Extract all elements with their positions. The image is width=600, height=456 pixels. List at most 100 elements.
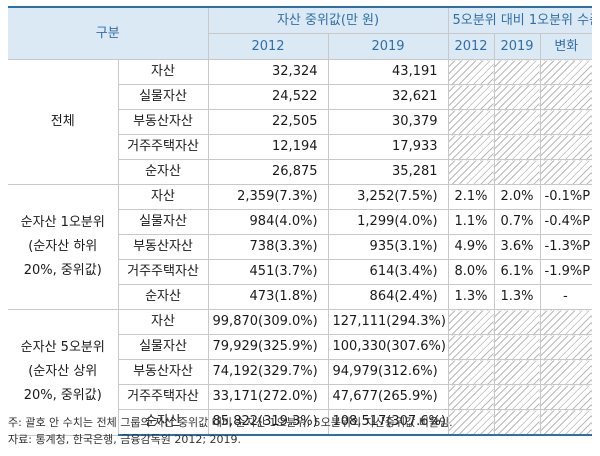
table-row: 부동산자산 738(3.3%) 935(3.1%) 4.9% 3.6% -1.3… [8,234,593,260]
ratio-2019: 0.7% [493,209,541,235]
category-cell: 부동산자산 [118,359,209,385]
table-row: 거주주택자산 33,171(272.0%) 47,677(265.9%) [8,384,593,410]
category-cell: 실물자산 [118,334,209,360]
hatched-cell [539,409,593,436]
hatched-cell [447,409,495,436]
group-label: 전체 [8,59,119,185]
hatched-cell [539,59,593,85]
hatched-cell [493,109,541,135]
value-2019: 100,330(307.6%) [327,334,449,360]
value-2012: 99,870(309.0%) [207,309,329,335]
table-row: 전체 자산 32,324 43,191 [8,59,593,185]
group-quintile-5: 순자산 5오분위 (순자산 상위 20%, 중위값) 자산 99,870(309… [8,309,593,436]
table-row: 순자산 5오분위 (순자산 상위 20%, 중위값) 자산 99,870(309… [8,309,593,436]
hatched-cell [493,134,541,160]
ratio-change: -1.3%P [539,234,593,260]
header-group: 구분 [8,6,209,60]
value-2012: 32,324 [207,59,329,85]
value-2012: 738(3.3%) [207,234,329,260]
hatched-cell [447,134,495,160]
hatched-cell [493,384,541,410]
ratio-2019: 2.0% [493,184,541,210]
header-median: 자산 중위값(만 원) [207,6,449,34]
hatched-cell [447,384,495,410]
value-2012: 473(1.8%) [207,284,329,310]
value-2019: 864(2.4%) [327,284,449,310]
header-ratio: 5오분위 대비 1오분위 수준 [447,6,593,34]
hatched-cell [447,59,495,85]
value-2012: 24,522 [207,84,329,110]
hatched-cell [493,159,541,185]
header-change: 변화 [539,33,593,60]
value-2019: 3,252(7.5%) [327,184,449,210]
ratio-change: -1.9%P [539,259,593,285]
value-2012: 26,875 [207,159,329,185]
value-2012: 984(4.0%) [207,209,329,235]
asset-median-table: 구분 자산 중위값(만 원) 5오분위 대비 1오분위 수준 2012 2019… [8,6,593,436]
value-2019: 108,517(307.6%) [327,409,449,436]
header-ratio-2019: 2019 [493,33,541,60]
category-cell: 순자산 [118,409,209,436]
table-row: 부동산자산 22,505 30,379 [8,109,593,135]
category-cell: 부동산자산 [118,109,209,135]
category-cell: 실물자산 [118,209,209,235]
hatched-cell [539,309,593,335]
hatched-cell [539,334,593,360]
header-year-2012: 2012 [208,33,329,60]
value-2012: 2,359(7.3%) [207,184,329,210]
table-row: 순자산 85,822(319.3%) 108,517(307.6%) [8,409,593,436]
ratio-2019: 3.6% [493,234,541,260]
category-cell: 거주주택자산 [118,134,209,160]
ratio-2012: 2.1% [447,184,495,210]
value-2019: 47,677(265.9%) [327,384,449,410]
ratio-2012: 1.1% [447,209,495,235]
hatched-cell [539,159,593,185]
value-2019: 30,379 [327,109,449,135]
hatched-cell [493,84,541,110]
value-2019: 32,621 [327,84,449,110]
category-cell: 순자산 [118,284,209,310]
value-2019: 43,191 [327,59,449,85]
hatched-cell [447,334,495,360]
ratio-2019: 6.1% [493,259,541,285]
ratio-2012: 4.9% [447,234,495,260]
value-2019: 17,933 [327,134,449,160]
table-row: 거주주택자산 12,194 17,933 [8,134,593,160]
value-2019: 935(3.1%) [327,234,449,260]
hatched-cell [539,359,593,385]
hatched-cell [493,359,541,385]
ratio-change: -0.4%P [539,209,593,235]
header-ratio-2012: 2012 [447,33,495,60]
group-label: 순자산 1오분위 (순자산 하위 20%, 중위값) [8,184,119,310]
table-row: 실물자산 984(4.0%) 1,299(4.0%) 1.1% 0.7% -0.… [8,209,593,235]
value-2012: 12,194 [207,134,329,160]
category-cell: 실물자산 [118,84,209,110]
hatched-cell [493,334,541,360]
ratio-change: -0.1%P [539,184,593,210]
category-cell: 부동산자산 [118,234,209,260]
header-year-2019: 2019 [327,33,449,60]
value-2019: 35,281 [327,159,449,185]
value-2019: 127,111(294.3%) [327,309,449,335]
category-cell: 자산 [117,59,209,85]
hatched-cell [447,159,495,185]
value-2019: 1,299(4.0%) [327,209,449,235]
hatched-cell [447,309,495,335]
group-label: 순자산 5오분위 (순자산 상위 20%, 중위값) [8,309,119,436]
table-row: 순자산 26,875 35,281 [8,159,593,185]
hatched-cell [539,84,593,110]
group-quintile-1: 순자산 1오분위 (순자산 하위 20%, 중위값) 자산 2,359(7.3%… [8,184,593,310]
source-note: 자료: 통계청, 한국은행, 금융감독원 2012; 2019. [8,433,242,446]
hatched-cell [447,84,495,110]
hatched-cell [539,134,593,160]
table-notes: 주: 괄호 안 수치는 전체 그룹의 자산 중위값 대비 순자산 1오분위, 5… [8,414,453,448]
value-2012: 22,505 [207,109,329,135]
hatched-cell [493,59,541,85]
table-row: 거주주택자산 451(3.7%) 614(3.4%) 8.0% 6.1% -1.… [8,259,593,285]
value-2019: 614(3.4%) [327,259,449,285]
group-total: 전체 자산 32,324 43,191 실물자산 24,522 32,621 부… [8,59,593,185]
value-2012: 74,192(329.7%) [207,359,329,385]
value-2012: 33,171(272.0%) [207,384,329,410]
footnote: 주: 괄호 안 수치는 전체 그룹의 자산 중위값 대비 순자산 1오분위, 5… [8,416,453,429]
